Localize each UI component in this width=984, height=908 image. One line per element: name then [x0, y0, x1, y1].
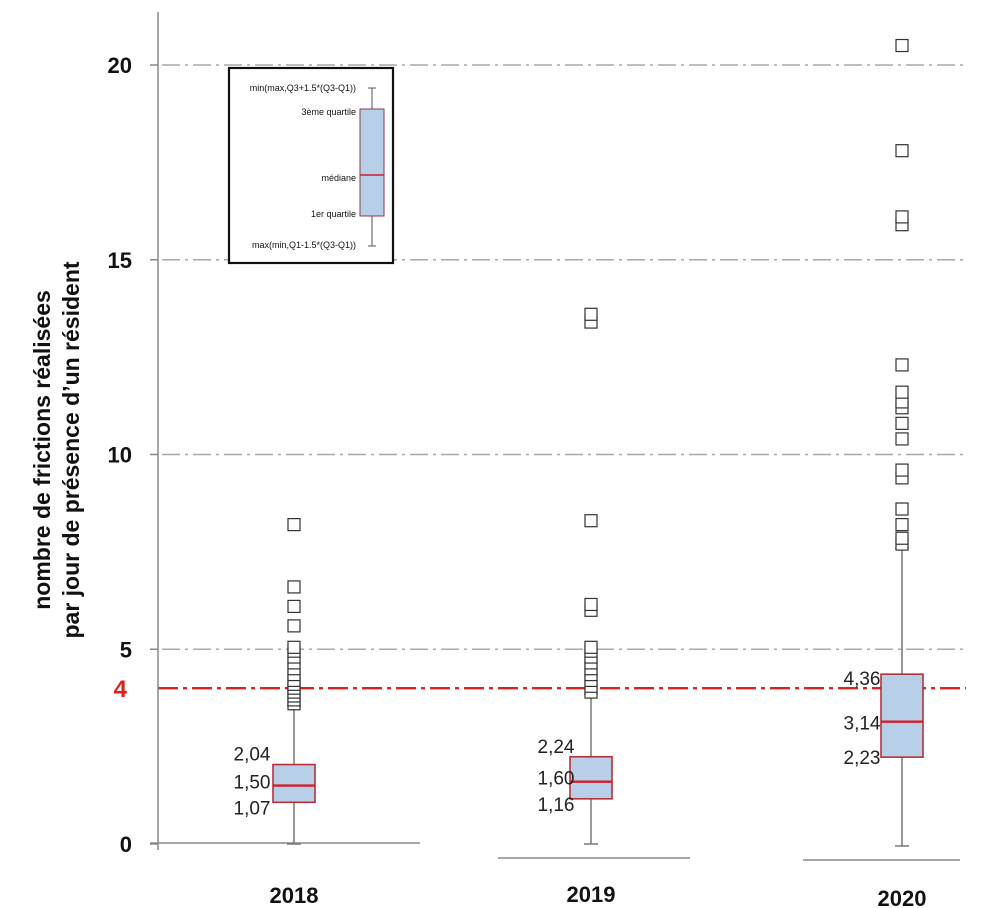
y-axis-label-line-1: nombre de frictions réalisées — [29, 290, 55, 610]
box-2020 — [880, 38, 924, 847]
box-2018 — [272, 518, 316, 845]
box-2019 — [569, 307, 613, 845]
legend-label-1: 3ème quartile — [301, 107, 356, 117]
legend-box: min(max,Q3+1.5*(Q3-Q1)) 3ème quartile médi… — [227, 66, 395, 265]
legend-box-iqr — [359, 108, 385, 217]
outlier-point — [895, 38, 909, 53]
outlier-point — [895, 144, 909, 158]
labels: 2,04 1,50 1,07 2,24 1,60 1,16 4,36 3,14 2,23 — [234, 669, 881, 819]
label-q3-2019: 2,24 — [538, 737, 575, 758]
y-tick-label-10: 10 — [108, 443, 132, 468]
outlier-point — [584, 514, 598, 528]
axes: 0 5 10 15 20 4 2018 2019 2020 — [108, 12, 960, 908]
outlier-point — [287, 640, 301, 654]
outlier-point — [895, 502, 909, 516]
outlier-point — [287, 518, 301, 532]
box-iqr — [272, 763, 316, 804]
y-tick-label-15: 15 — [108, 248, 132, 273]
outlier-point — [287, 580, 301, 594]
label-median-2020: 3,14 — [844, 714, 881, 735]
outlier-point — [895, 432, 909, 446]
box-iqr — [569, 755, 613, 800]
label-q3-2020: 4,36 — [844, 669, 881, 690]
legend-label-2: médiane — [321, 173, 356, 183]
outlier-point — [287, 599, 301, 614]
box-iqr — [880, 673, 924, 758]
reference-line-label: 4 — [114, 676, 128, 703]
y-tick-label-5: 5 — [120, 637, 132, 662]
boxes — [272, 38, 924, 847]
label-q1-2019: 1,16 — [538, 795, 575, 816]
outlier-point — [584, 597, 598, 612]
outlier-point — [895, 385, 909, 399]
outlier-point — [584, 640, 598, 654]
outlier-point — [895, 210, 909, 224]
outlier-point — [895, 531, 909, 545]
label-median-2019: 1,60 — [538, 769, 575, 790]
outlier-point — [287, 619, 301, 633]
outlier-point — [895, 416, 909, 430]
outlier-point — [895, 358, 909, 372]
label-q1-2018: 1,07 — [234, 798, 271, 819]
x-tick-label-2019: 2019 — [567, 882, 616, 907]
label-median-2018: 1,50 — [234, 773, 271, 794]
label-q1-2020: 2,23 — [844, 748, 881, 769]
x-tick-label-2020: 2020 — [878, 886, 927, 908]
outlier-point — [895, 518, 909, 532]
outlier-point — [895, 463, 909, 477]
x-tick-label-2018: 2018 — [270, 883, 319, 908]
legend-label-0: min(max,Q3+1.5*(Q3-Q1)) — [250, 83, 356, 93]
y-axis-label-line-2: par jour de présence d’un résident — [58, 261, 84, 638]
y-tick-label-20: 20 — [108, 53, 132, 78]
legend-label-4: max(min,Q1-1.5*(Q3-Q1)) — [252, 240, 356, 250]
outlier-point — [584, 307, 598, 321]
label-q3-2018: 2,04 — [234, 745, 271, 766]
legend-label-3: 1er quartile — [311, 209, 356, 219]
y-tick-label-0: 0 — [120, 832, 132, 857]
